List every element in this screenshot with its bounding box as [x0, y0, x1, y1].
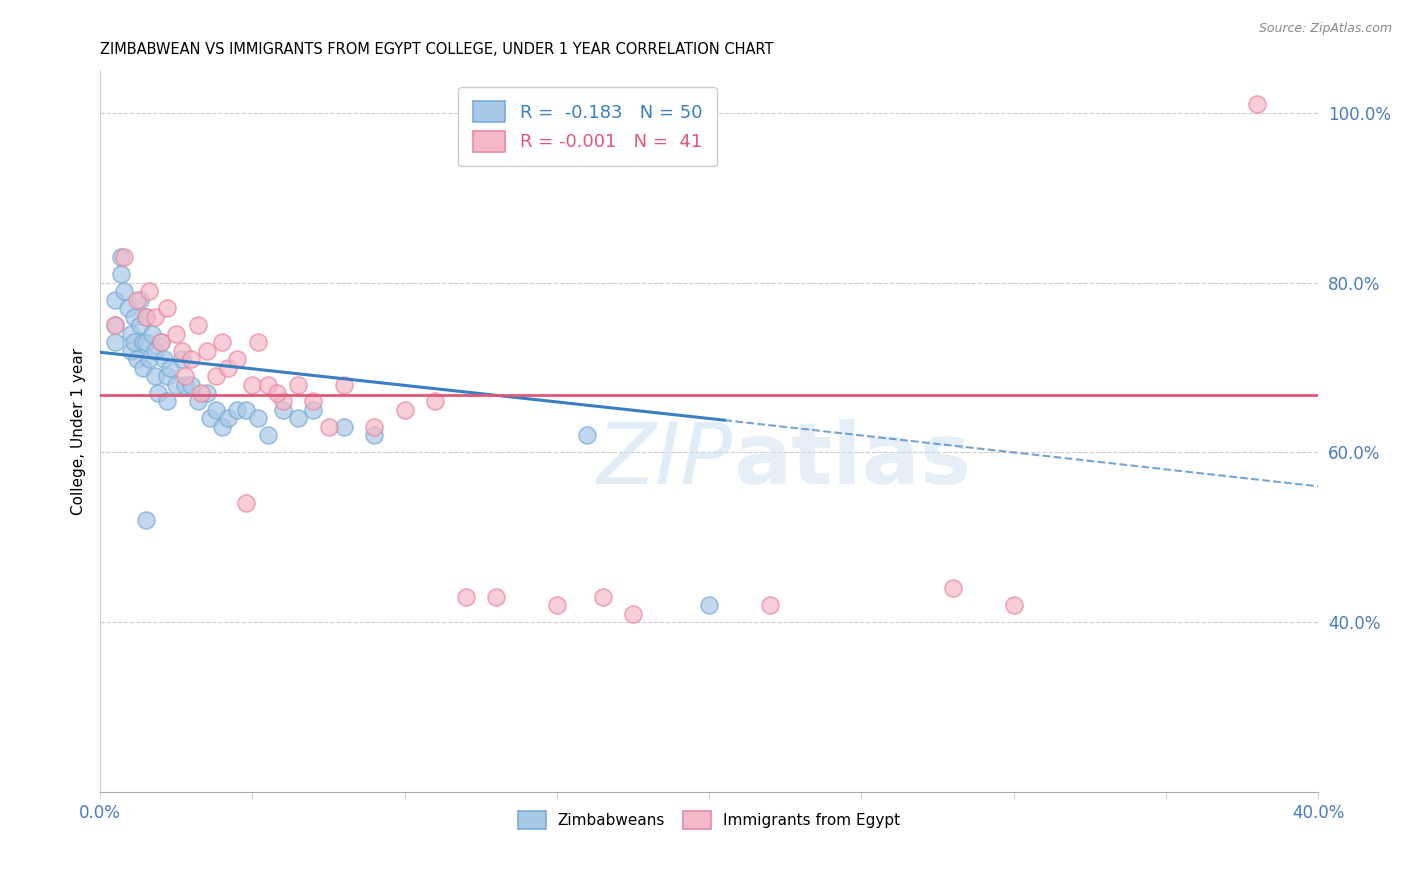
Point [110, 250, 132, 264]
Point [135, 310, 157, 324]
Point [143, 369, 166, 384]
Point [122, 310, 145, 324]
Point [302, 394, 325, 409]
Point [132, 360, 155, 375]
Point [135, 310, 157, 324]
Point [621, 607, 644, 621]
Point [195, 386, 218, 401]
Point [287, 377, 309, 392]
Point [266, 386, 288, 401]
Point [217, 360, 239, 375]
Point [104, 318, 127, 332]
Point [363, 420, 385, 434]
Point [180, 377, 202, 392]
Point [242, 377, 264, 392]
Point [172, 343, 194, 358]
Point [247, 411, 270, 425]
Point [128, 318, 150, 332]
Point [172, 352, 194, 367]
Point [125, 352, 148, 367]
Text: Source: ZipAtlas.com: Source: ZipAtlas.com [1258, 22, 1392, 36]
Point [211, 334, 233, 349]
Point [256, 428, 278, 442]
Point [132, 334, 155, 349]
Point [697, 598, 720, 612]
Point [256, 377, 278, 392]
Point [135, 334, 157, 349]
Point [394, 403, 416, 417]
Point [226, 352, 249, 367]
Point [153, 352, 176, 367]
Point [318, 420, 340, 434]
Point [942, 581, 965, 595]
Point [165, 326, 187, 341]
Point [159, 360, 181, 375]
Point [120, 343, 142, 358]
Point [217, 411, 239, 425]
Point [205, 403, 228, 417]
Point [146, 386, 169, 401]
Point [138, 284, 160, 298]
Point [546, 598, 568, 612]
Point [114, 284, 136, 298]
Point [187, 394, 209, 409]
Point [485, 590, 508, 604]
Point [156, 301, 179, 315]
Point [120, 326, 142, 341]
Point [576, 428, 599, 442]
Point [1002, 598, 1025, 612]
Point [205, 369, 228, 384]
Point [363, 428, 385, 442]
Point [302, 403, 325, 417]
Point [143, 310, 166, 324]
Point [211, 420, 233, 434]
Text: ZIMBABWEAN VS IMMIGRANTS FROM EGYPT COLLEGE, UNDER 1 YEAR CORRELATION CHART: ZIMBABWEAN VS IMMIGRANTS FROM EGYPT COLL… [100, 42, 773, 57]
Point [128, 293, 150, 307]
Point [165, 377, 187, 392]
Point [592, 590, 614, 604]
Legend: Zimbabweans, Immigrants from Egypt: Zimbabweans, Immigrants from Egypt [512, 805, 907, 835]
Point [174, 369, 197, 384]
Point [423, 394, 446, 409]
Point [195, 343, 218, 358]
Point [156, 394, 179, 409]
Point [235, 496, 257, 510]
Point [138, 352, 160, 367]
Point [122, 334, 145, 349]
Point [114, 250, 136, 264]
Point [180, 352, 202, 367]
Point [104, 293, 127, 307]
Point [143, 343, 166, 358]
Point [332, 420, 354, 434]
Point [454, 590, 477, 604]
Point [190, 386, 212, 401]
Point [187, 318, 209, 332]
Point [759, 598, 782, 612]
Point [271, 403, 294, 417]
Text: ZIP: ZIP [598, 418, 734, 501]
Point [135, 513, 157, 527]
Point [125, 293, 148, 307]
Point [156, 369, 179, 384]
Y-axis label: College, Under 1 year: College, Under 1 year [72, 348, 86, 515]
Point [174, 377, 197, 392]
Point [287, 411, 309, 425]
Point [150, 334, 173, 349]
Text: atlas: atlas [734, 418, 972, 501]
Point [332, 377, 354, 392]
Point [226, 403, 249, 417]
Point [247, 334, 270, 349]
Point [110, 267, 132, 281]
Point [117, 301, 139, 315]
Point [104, 318, 127, 332]
Point [104, 334, 127, 349]
Point [1246, 97, 1268, 112]
Point [235, 403, 257, 417]
Point [271, 394, 294, 409]
Point [150, 334, 173, 349]
Point [198, 411, 221, 425]
Point [141, 326, 163, 341]
